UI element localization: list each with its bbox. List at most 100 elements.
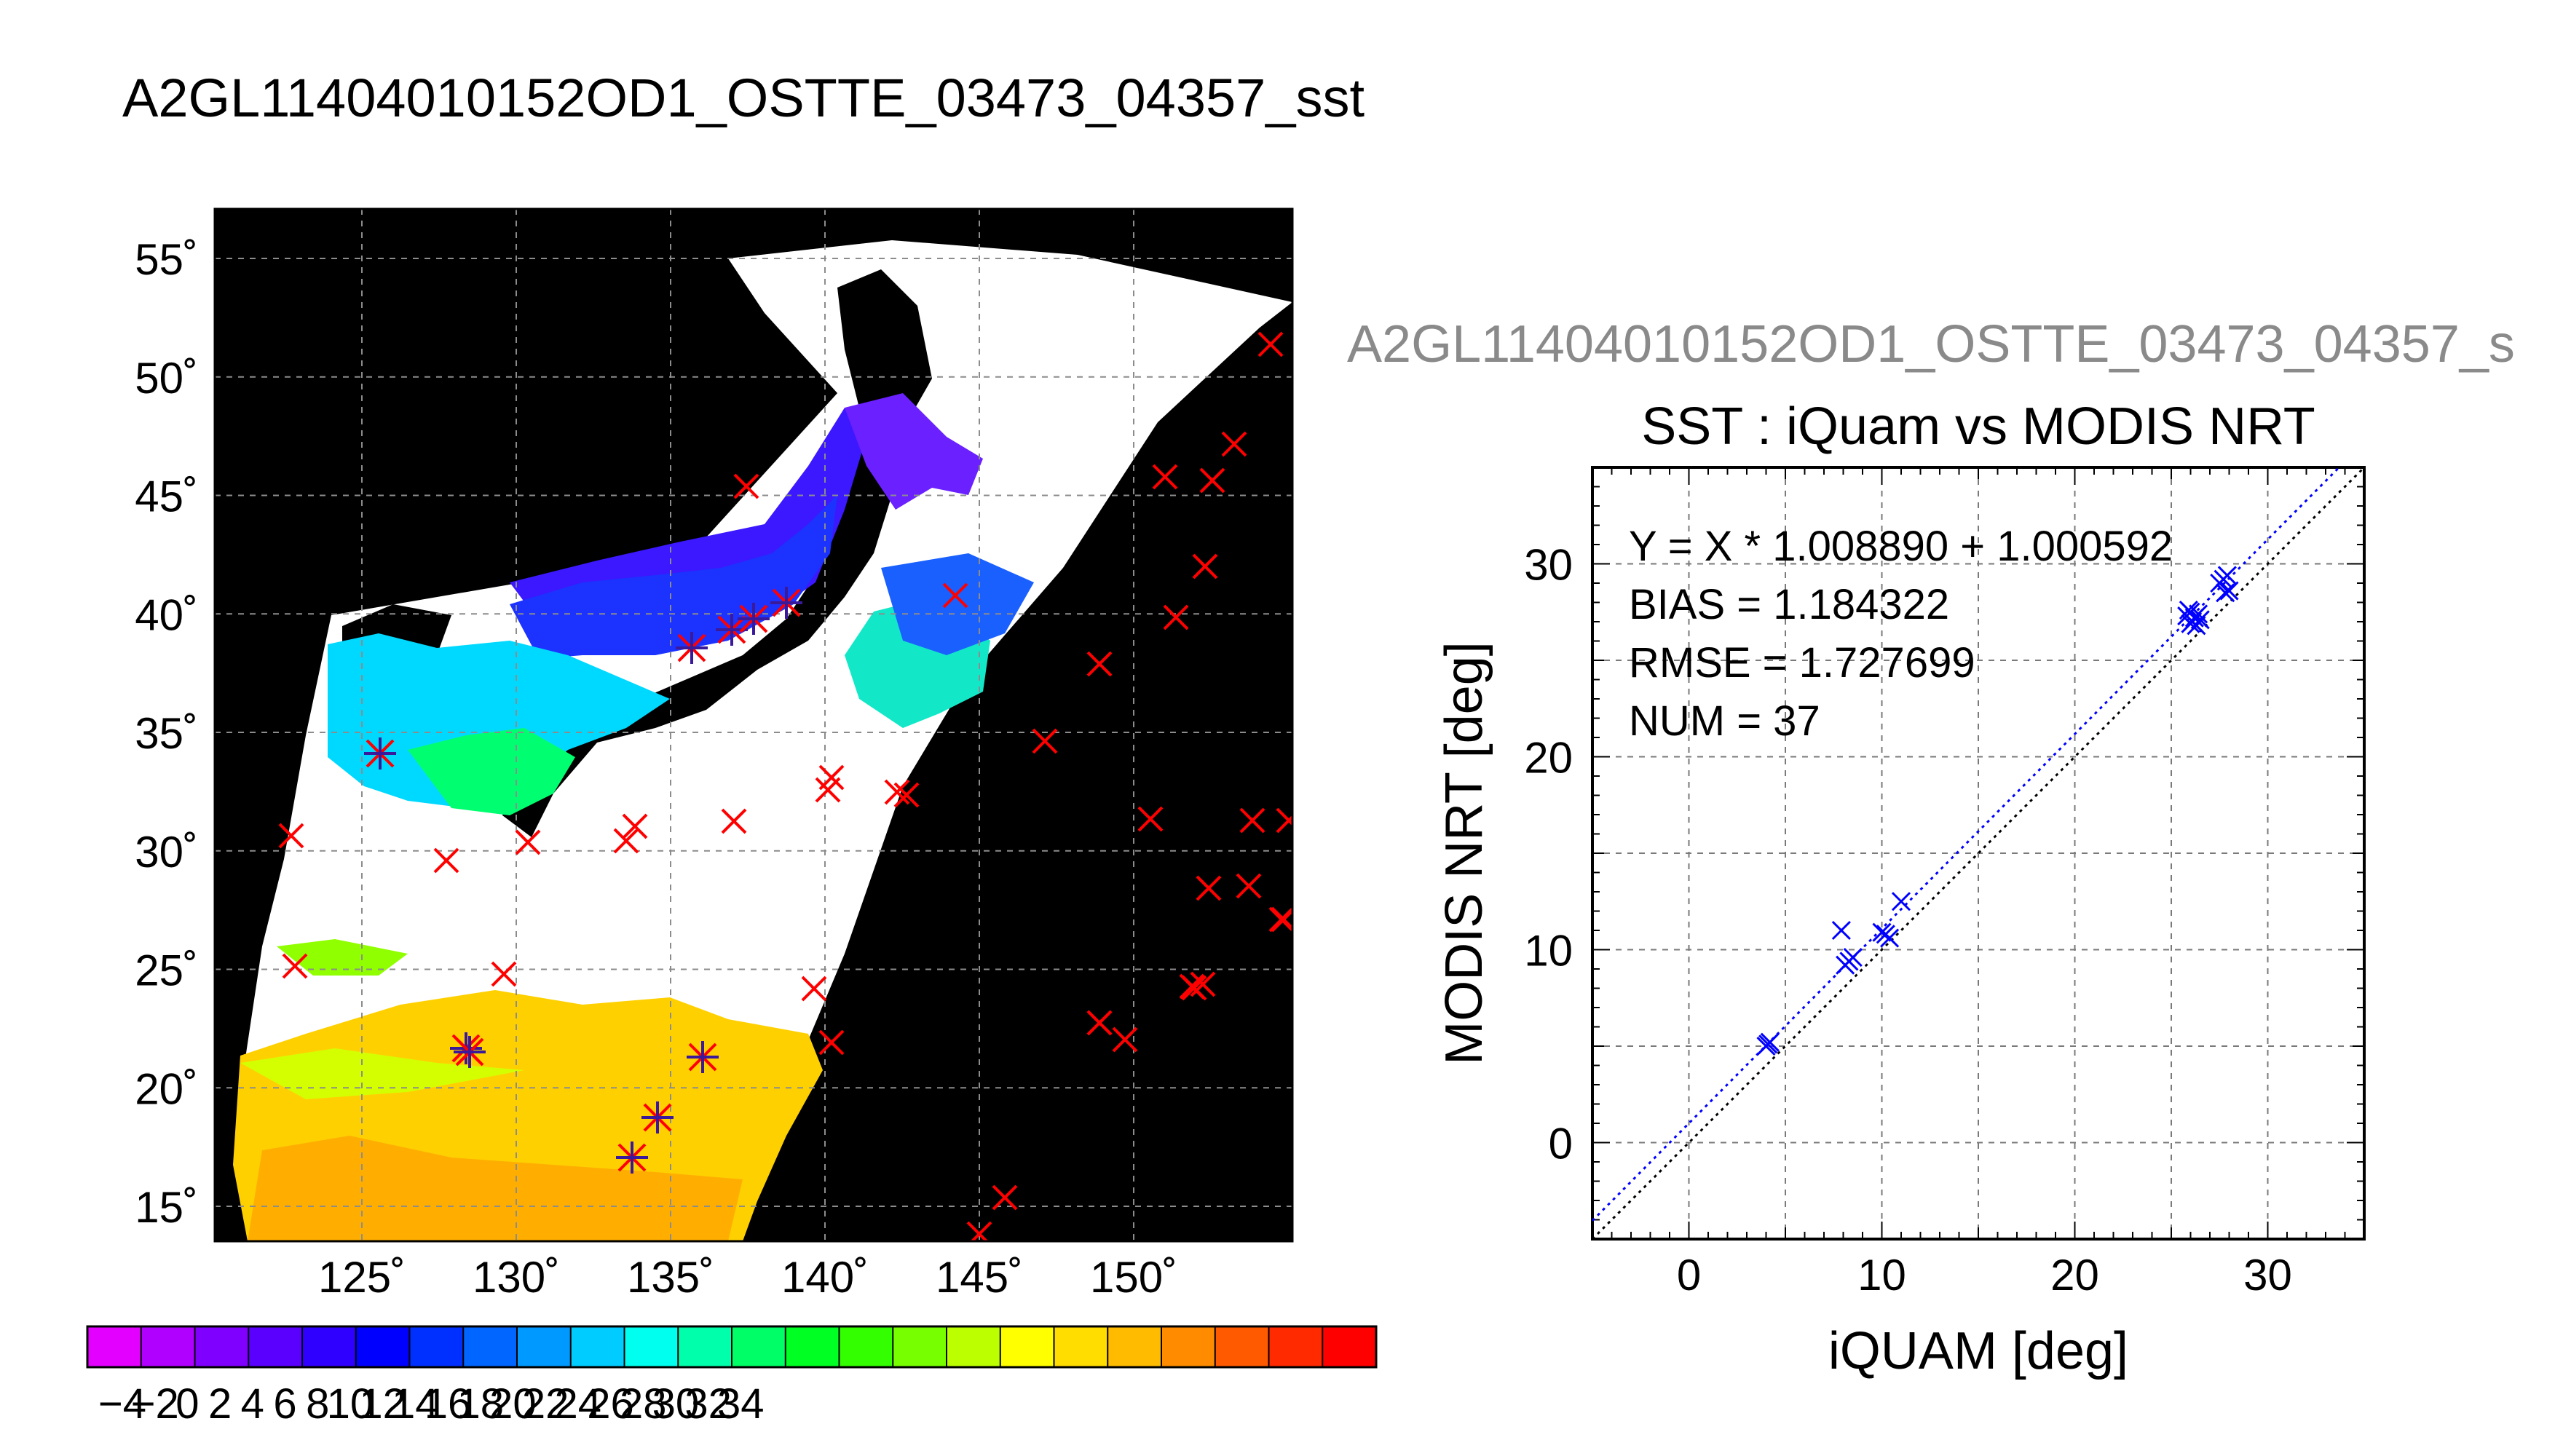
- station-cross-marker: [1137, 806, 1164, 832]
- scatter-plot: SST : iQuam vs MODIS NRT Y = X * 1.00889…: [1435, 397, 2366, 1380]
- map-lat-label: 15˚: [135, 1183, 198, 1232]
- station-cross-marker: [1112, 1026, 1138, 1053]
- x-tick-label: 30: [2243, 1251, 2292, 1299]
- sst-green-band: [408, 728, 575, 815]
- colorbar-cell: [1268, 1326, 1323, 1367]
- colorbar-tick-label: −4: [98, 1380, 146, 1428]
- scatter-stats-box: Y = X * 1.008890 + 1.000592 BIAS = 1.1843…: [1629, 523, 2173, 745]
- colorbar-tick-label: −2: [131, 1380, 179, 1428]
- matched-station-marker: [641, 1101, 674, 1133]
- station-cross-marker: [613, 828, 639, 854]
- station-cross-marker: [992, 1184, 1018, 1211]
- station-cross-marker: [966, 1221, 992, 1241]
- scatter-point: [2189, 604, 2208, 624]
- scatter-stat-line: NUM = 37: [1629, 697, 1820, 745]
- matched-station-marker: [738, 603, 770, 635]
- map-lat-label: 20˚: [135, 1064, 198, 1113]
- station-cross-marker: [1199, 467, 1225, 494]
- matched-station-marker: [364, 737, 396, 769]
- colorbar-cell: [1107, 1326, 1162, 1367]
- sst-warm-orange: [248, 1136, 743, 1241]
- station-cross-marker: [1276, 807, 1292, 834]
- station-cross-marker: [884, 779, 910, 805]
- regression-fit-line: [1592, 467, 2341, 1222]
- map-lat-label: 35˚: [135, 709, 198, 758]
- station-cross-marker: [1179, 973, 1205, 1000]
- map-lat-label: 30˚: [135, 828, 198, 877]
- station-cross-marker: [801, 976, 827, 1002]
- colorbar-cell: [785, 1326, 840, 1367]
- colorbar-cell: [409, 1326, 464, 1367]
- scatter-gridlines: [1592, 467, 2364, 1239]
- colorbar-tick-label: 4: [241, 1380, 264, 1428]
- colorbar-cell: [194, 1326, 249, 1367]
- map-lon-label: 130˚: [473, 1253, 560, 1302]
- colorbar-tick-label: 12: [359, 1380, 406, 1428]
- swath-cloud-area: [240, 240, 1292, 1241]
- scatter-stat-line: Y = X * 1.008890 + 1.000592: [1629, 523, 2173, 570]
- map-lat-label: 40˚: [135, 590, 198, 639]
- map-lon-label: 140˚: [781, 1253, 869, 1302]
- station-cross-marker: [1163, 604, 1189, 630]
- y-tick-label: 10: [1524, 927, 1573, 976]
- colorbar-tick-label: 16: [424, 1380, 472, 1428]
- colorbar-cell: [570, 1326, 625, 1367]
- colorbar-tick-label: 18: [457, 1380, 504, 1428]
- station-cross-marker: [733, 473, 759, 499]
- scatter-point: [1760, 1032, 1780, 1052]
- scatter-point: [1880, 928, 1900, 948]
- matched-station-marker: [687, 1041, 719, 1073]
- station-cross-marker: [515, 829, 541, 855]
- station-cross-marker: [622, 813, 648, 839]
- map-longitude-labels: 125˚ 130˚ 135˚ 140˚ 145˚ 150˚: [318, 1253, 1177, 1302]
- colorbar-cell: [893, 1326, 947, 1367]
- scatter-point: [1831, 920, 1851, 941]
- colorbar-cell: [302, 1326, 357, 1367]
- scatter-point: [2187, 616, 2206, 636]
- station-cross-marker: [1196, 875, 1222, 901]
- colorbar-cell: [141, 1326, 195, 1367]
- station-cross-marker: [893, 782, 920, 808]
- x-tick-label: 0: [1677, 1251, 1701, 1299]
- matched-station-marker: [770, 587, 802, 619]
- colorbar-tick-label: 6: [273, 1380, 296, 1428]
- colorbar-tick-label: 28: [620, 1380, 667, 1428]
- y-tick-label: 20: [1524, 734, 1573, 783]
- scatter-point: [2179, 601, 2198, 620]
- x-axis-label: iQUAM [deg]: [1828, 1322, 2128, 1380]
- map-lat-label: 55˚: [135, 235, 198, 284]
- map-lat-label: 25˚: [135, 946, 198, 995]
- station-cross-marker: [1152, 464, 1178, 490]
- map-lat-label: 45˚: [135, 472, 198, 521]
- colorbar-tick-label: 24: [555, 1380, 602, 1428]
- x-tick-label: 10: [1857, 1251, 1906, 1299]
- scatter-point: [1843, 948, 1863, 968]
- station-cross-marker: [1086, 651, 1113, 677]
- map-lon-label: 135˚: [627, 1253, 714, 1302]
- map-lon-label: 150˚: [1090, 1253, 1177, 1302]
- colorbar-cell: [87, 1326, 142, 1367]
- station-cross-marker: [433, 847, 459, 874]
- colorbar-cell: [947, 1326, 1001, 1367]
- colorbar-cell: [517, 1326, 572, 1367]
- scatter-y-tick-labels: 0 10 20 30: [1524, 541, 1573, 1168]
- map-gridlines: [215, 209, 1292, 1241]
- sst-map: 55˚ 50˚ 45˚ 40˚ 35˚ 30˚ 25˚ 20˚ 15˚ 125˚ 130˚ 135˚…: [135, 207, 1294, 1302]
- station-cross-marker: [1239, 807, 1265, 834]
- station-cross-marker: [942, 582, 968, 609]
- colorbar-cell: [248, 1326, 303, 1367]
- station-cross-marker: [491, 961, 517, 987]
- x-tick-label: 20: [2050, 1251, 2099, 1299]
- colorbar-cell: [355, 1326, 410, 1367]
- sst-subtropical-green: [277, 939, 408, 976]
- scatter-point: [1891, 892, 1911, 911]
- station-cross-marker: [1268, 906, 1292, 933]
- sst-pacific-blue: [881, 553, 1034, 655]
- colorbar-frame: [86, 1325, 1378, 1369]
- colorbar-tick-label: 10: [327, 1380, 374, 1428]
- map-lon-label: 145˚: [936, 1253, 1023, 1302]
- station-cross-marker: [282, 953, 308, 979]
- station-cross-marker: [1221, 431, 1247, 457]
